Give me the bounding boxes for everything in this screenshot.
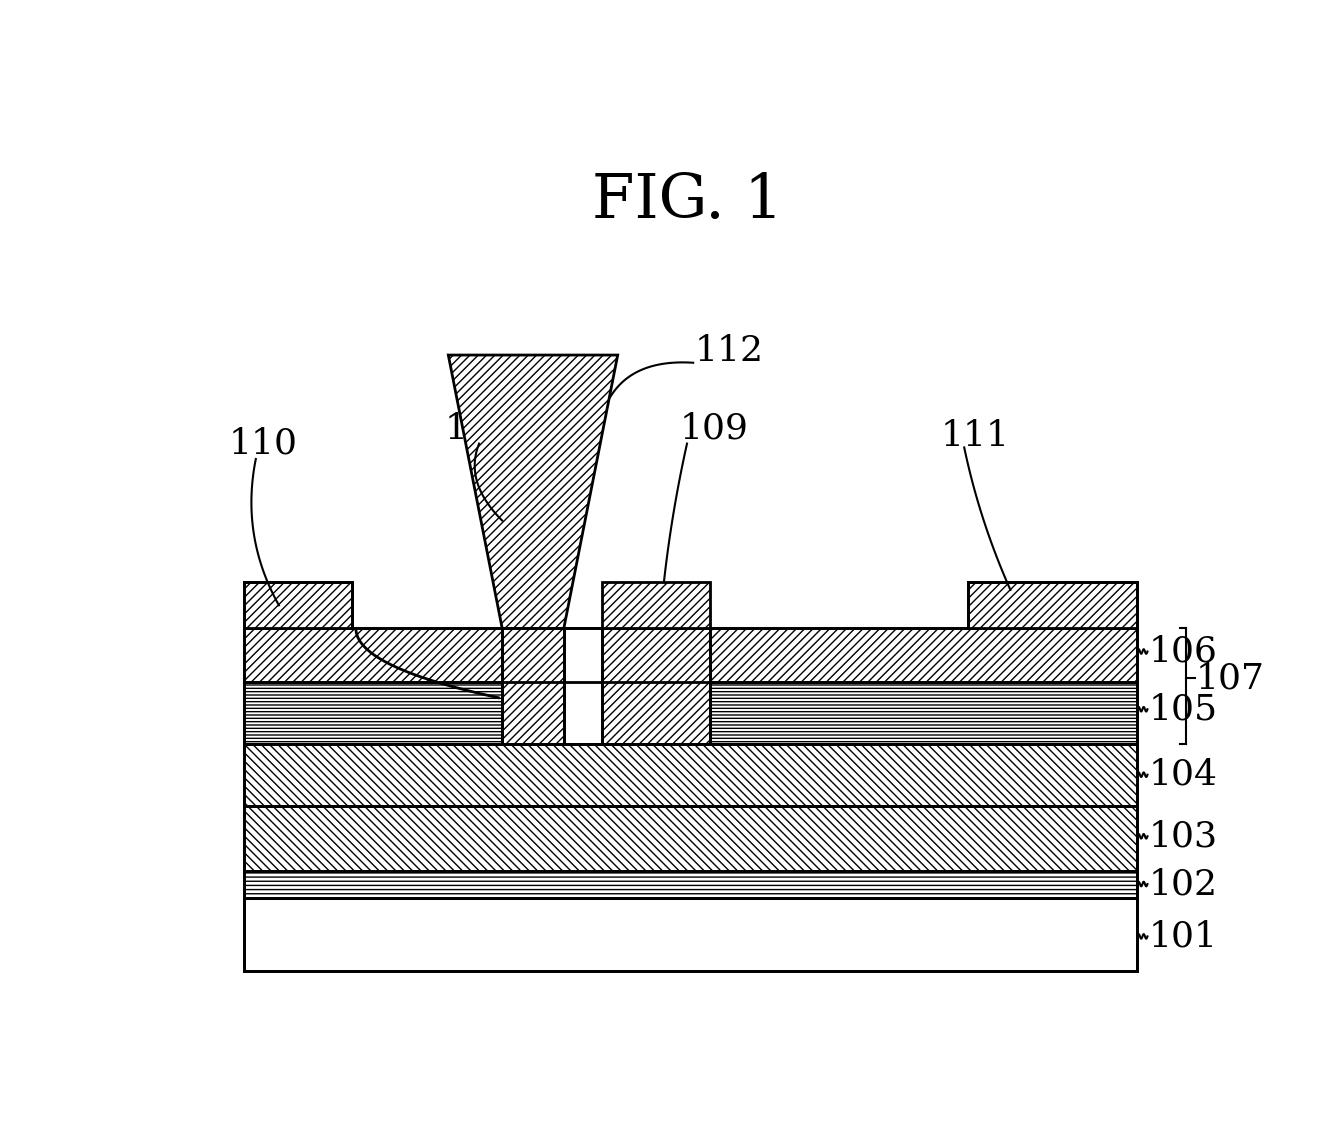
Bar: [968, 582, 1138, 628]
Text: 103: 103: [1149, 819, 1219, 853]
Bar: [244, 628, 1138, 683]
Bar: [244, 683, 1138, 744]
Text: 110: 110: [229, 427, 298, 461]
Bar: [244, 898, 1138, 971]
Bar: [603, 582, 710, 628]
Text: 105: 105: [1149, 693, 1219, 727]
Text: 107: 107: [1196, 661, 1264, 695]
Text: 102: 102: [1149, 867, 1219, 901]
Bar: [244, 871, 1138, 898]
Text: 111: 111: [941, 419, 1011, 453]
Polygon shape: [448, 355, 617, 628]
Text: 106: 106: [1149, 635, 1219, 669]
Bar: [502, 628, 710, 744]
Bar: [564, 628, 603, 744]
Bar: [244, 806, 1138, 871]
Bar: [244, 744, 1138, 806]
Text: 108: 108: [444, 411, 514, 445]
Text: 101: 101: [1149, 920, 1219, 954]
Bar: [244, 582, 352, 628]
Text: 112: 112: [695, 334, 764, 368]
Text: FIG. 1: FIG. 1: [592, 171, 784, 231]
Bar: [603, 628, 710, 744]
Bar: [502, 628, 564, 744]
Text: 104: 104: [1149, 758, 1219, 792]
Text: 109: 109: [679, 411, 749, 445]
